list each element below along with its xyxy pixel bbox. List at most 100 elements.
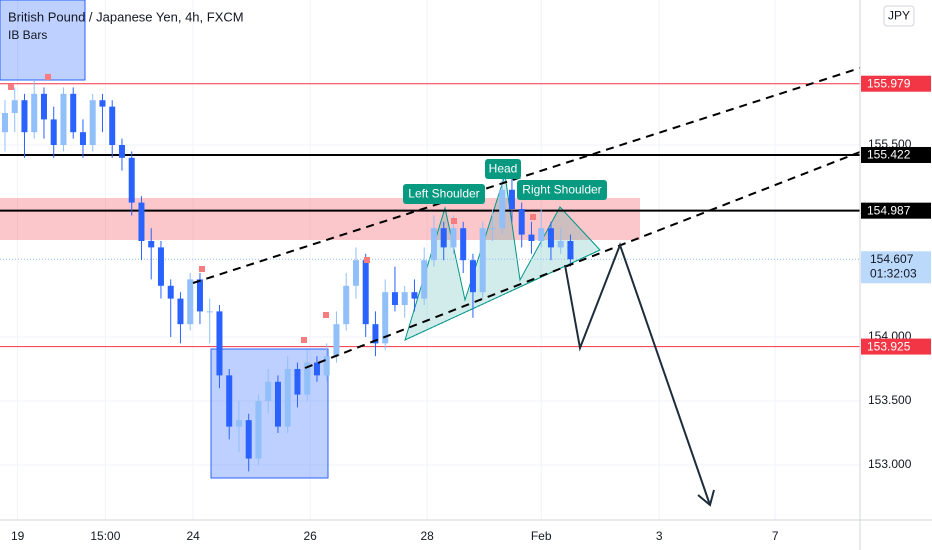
candle-body bbox=[508, 189, 515, 209]
ib-marker bbox=[323, 312, 329, 318]
candle-body bbox=[362, 260, 369, 325]
y-tick-label: 153.000 bbox=[868, 457, 912, 471]
projection-arrow bbox=[564, 242, 711, 506]
candle-body bbox=[99, 100, 106, 107]
last-price-label: 154.607 bbox=[870, 252, 914, 266]
candle-body bbox=[235, 420, 242, 427]
candle-body bbox=[138, 202, 145, 241]
candle-body bbox=[128, 157, 135, 203]
candle-body bbox=[567, 240, 574, 260]
ib-marker bbox=[199, 266, 205, 272]
candle-body bbox=[499, 189, 506, 229]
candle-body bbox=[391, 292, 398, 305]
candle-body bbox=[245, 420, 252, 459]
candle-body bbox=[352, 260, 359, 286]
candle-body bbox=[265, 381, 272, 401]
price-label: 153.925 bbox=[867, 339, 911, 353]
candle-body bbox=[79, 132, 86, 146]
candle-body bbox=[489, 228, 496, 230]
price-label-box bbox=[861, 202, 931, 219]
chart-title: British Pound / Japanese Yen, 4h, FXCM bbox=[8, 9, 244, 24]
annotation: Head bbox=[489, 162, 518, 176]
candle-body bbox=[333, 324, 340, 357]
price-label-box bbox=[861, 146, 931, 163]
price-label: 155.422 bbox=[867, 148, 911, 162]
trend-line bbox=[192, 67, 861, 284]
candle-body bbox=[60, 93, 67, 146]
candle-body bbox=[109, 106, 116, 146]
candle-body bbox=[440, 228, 447, 248]
annotation: Left Shoulder bbox=[408, 187, 479, 201]
candle-body bbox=[196, 279, 203, 312]
ib-marker bbox=[451, 218, 457, 224]
price-label-box bbox=[861, 75, 931, 92]
candle-body bbox=[1, 113, 8, 133]
indicator-name: IB Bars bbox=[8, 28, 47, 42]
candle-body bbox=[294, 368, 301, 395]
candle-body bbox=[421, 260, 428, 299]
ib-marker bbox=[8, 84, 14, 90]
candle-body bbox=[372, 324, 379, 344]
annotation-box bbox=[485, 159, 521, 179]
candle-body bbox=[167, 285, 174, 299]
x-tick-label: 3 bbox=[656, 529, 663, 543]
candle-body bbox=[274, 381, 281, 427]
candle-body bbox=[411, 292, 418, 299]
candle-body bbox=[450, 228, 457, 248]
x-tick-label: 28 bbox=[420, 529, 434, 543]
head-shoulders-pattern bbox=[404, 174, 601, 341]
x-tick-label: 26 bbox=[303, 529, 317, 543]
candle-body bbox=[118, 145, 125, 158]
candle-body bbox=[40, 93, 47, 120]
candles bbox=[1, 81, 574, 472]
price-label: 154.987 bbox=[867, 203, 911, 217]
candle-body bbox=[89, 100, 96, 146]
annotation-box bbox=[403, 184, 485, 204]
countdown: 01:32:03 bbox=[870, 266, 917, 280]
candle-body bbox=[538, 228, 545, 241]
x-tick-label: 7 bbox=[772, 529, 779, 543]
candle-body bbox=[343, 285, 350, 325]
candle-body bbox=[187, 279, 194, 325]
currency-box[interactable] bbox=[883, 5, 915, 27]
candle-body bbox=[323, 356, 330, 376]
candle-body bbox=[460, 228, 467, 261]
candle-body bbox=[206, 311, 213, 313]
candle-body bbox=[401, 292, 408, 305]
price-label: 155.979 bbox=[867, 76, 911, 90]
annotation-box bbox=[517, 180, 607, 200]
ib-marker bbox=[364, 257, 370, 263]
ib-marker bbox=[301, 337, 307, 343]
candle-body bbox=[284, 368, 291, 427]
x-tick-label: 15:00 bbox=[90, 529, 120, 543]
candle-body bbox=[157, 247, 164, 286]
candle-body bbox=[70, 93, 77, 133]
candle-body bbox=[216, 311, 223, 376]
last-price-box bbox=[861, 251, 931, 284]
candle-body bbox=[518, 208, 525, 235]
x-tick-label: 24 bbox=[186, 529, 200, 543]
candle-body bbox=[430, 228, 437, 261]
candle-body bbox=[31, 93, 38, 133]
candle-body bbox=[557, 240, 564, 248]
candle-body bbox=[304, 362, 311, 395]
candle-body bbox=[177, 298, 184, 325]
candle-body bbox=[21, 100, 28, 133]
candle-body bbox=[382, 292, 389, 344]
x-tick-label: Feb bbox=[531, 529, 552, 543]
ib-marker bbox=[45, 74, 51, 80]
candle-body bbox=[148, 240, 155, 248]
ib-marker bbox=[530, 214, 536, 220]
candle-body bbox=[255, 400, 262, 459]
ib-zone bbox=[0, 0, 86, 81]
x-tick-label: 19 bbox=[11, 529, 25, 543]
candle-body bbox=[528, 234, 535, 241]
candle-body bbox=[226, 375, 233, 427]
price-label-box bbox=[861, 338, 931, 355]
arrow-head bbox=[697, 489, 715, 507]
candle-body bbox=[11, 100, 18, 114]
annotation: Right Shoulder bbox=[522, 183, 601, 197]
candle-body bbox=[313, 362, 320, 376]
